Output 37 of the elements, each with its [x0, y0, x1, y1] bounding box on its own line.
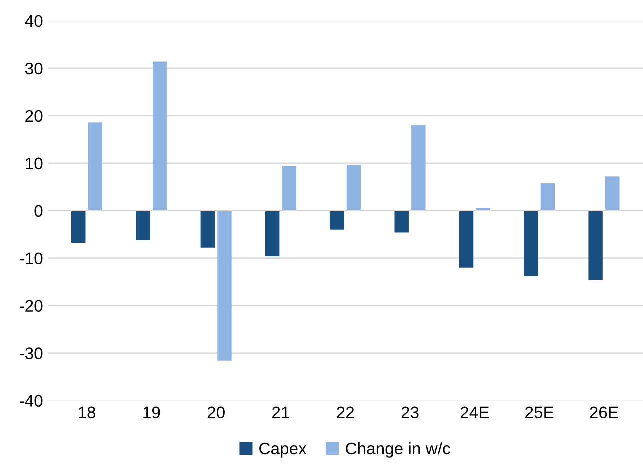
bar [330, 210, 344, 230]
bar [152, 62, 168, 211]
x-tick-label: 26E [590, 406, 618, 419]
y-tick-label: -40 [20, 395, 43, 407]
legend-label: Change in w/c [346, 442, 450, 458]
y-tick-label: 30 [25, 62, 43, 75]
y-tick-label: -30 [20, 348, 43, 360]
bar [282, 166, 296, 211]
y-tick-label: 0 [34, 205, 43, 218]
y-tick-label: -20 [20, 300, 43, 312]
bar [412, 125, 426, 211]
bar [588, 210, 603, 280]
bar [88, 122, 103, 211]
y-tick-label: 10 [26, 158, 43, 170]
x-tick-label: 20 [208, 406, 225, 419]
x-tick-label: 18 [79, 406, 96, 419]
bar [200, 210, 216, 248]
x-tick-label: 24E [460, 406, 490, 418]
x-tick-label: 22 [337, 406, 354, 418]
y-tick-label: 20 [26, 110, 43, 122]
x-tick-label: 19 [144, 406, 160, 419]
bar [540, 183, 556, 211]
y-tick-label: 40 [25, 15, 43, 28]
bar [136, 210, 150, 240]
bar [265, 210, 280, 256]
bar [459, 210, 474, 268]
bar [218, 210, 232, 361]
bar [524, 210, 538, 276]
bar [72, 210, 86, 244]
legend-label: Capex [260, 442, 307, 458]
x-tick-label: 25E [526, 406, 554, 419]
x-tick-label: 23 [402, 406, 419, 419]
bar [346, 165, 362, 211]
x-tick-label: 21 [272, 406, 290, 418]
bar [606, 176, 620, 211]
y-tick-label: -10 [20, 252, 43, 265]
bar [394, 210, 409, 233]
